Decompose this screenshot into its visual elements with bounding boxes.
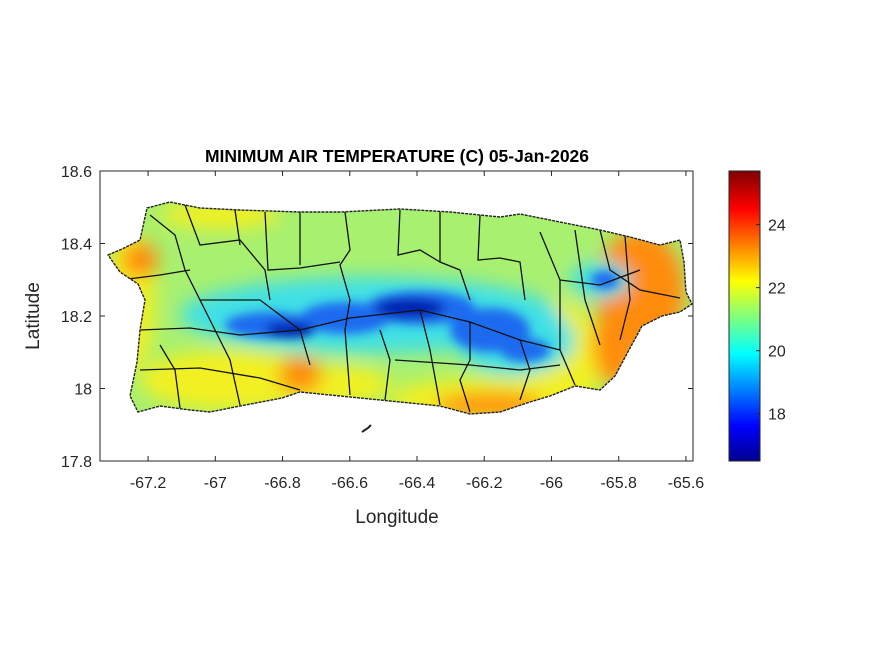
municipality-boundary: [599, 229, 681, 299]
municipality-boundary: [477, 214, 526, 301]
cold-core-west: [265, 322, 315, 338]
municipality-boundary: [139, 317, 351, 336]
chart-title: MINIMUM AIR TEMPERATURE (C) 05-Jan-2026: [205, 146, 589, 166]
x-tick-label: -65.8: [600, 475, 637, 492]
municipality-boundary: [397, 209, 441, 263]
y-tick-label: 18.4: [61, 237, 92, 254]
colorbar: [728, 170, 761, 462]
hot-southwest: [278, 357, 322, 393]
x-tick-label: -67.2: [130, 475, 167, 492]
municipality-boundary: [234, 209, 241, 246]
colorbar-tick-label: 18: [768, 407, 786, 424]
municipality-boundary: [159, 344, 181, 409]
municipality-boundary: [559, 269, 641, 286]
municipality-boundary: [264, 211, 341, 271]
municipality-boundary: [574, 229, 601, 346]
coastline: [106, 201, 693, 415]
municipality-boundary: [419, 309, 441, 406]
warm-southwest: [140, 350, 320, 410]
municipality-boundaries: [119, 204, 681, 413]
municipality-boundary: [459, 322, 471, 413]
municipality-boundary: [119, 269, 191, 281]
x-axis-label: Longitude: [355, 507, 438, 528]
x-tick-label: -65.6: [668, 475, 705, 492]
colorbar-tick-label: 24: [768, 218, 786, 235]
y-tick-label: 17.8: [61, 454, 92, 471]
hot-west-tip: [122, 242, 158, 278]
colorbar-tick-label: 20: [768, 344, 786, 361]
municipality-boundary: [619, 235, 631, 341]
x-tick-label: -67: [204, 475, 227, 492]
y-tick-label: 18: [74, 382, 92, 399]
island-caja-de-muertos: [361, 424, 372, 433]
municipality-boundary: [519, 339, 531, 401]
municipality-boundary: [559, 349, 576, 386]
municipality-boundary: [379, 329, 391, 401]
municipality-boundary: [394, 359, 561, 371]
colorbar-tick-label: 22: [768, 281, 786, 298]
y-tick-label: 18.6: [61, 164, 92, 181]
x-tick-label: -66.8: [264, 475, 301, 492]
y-tick-label: 18.2: [61, 309, 92, 326]
municipality-boundary: [139, 367, 301, 391]
municipality-boundary: [439, 212, 471, 301]
y-axis-label: Latitude: [23, 282, 44, 350]
coldest-core: [375, 298, 445, 318]
x-tick-label: -66.4: [399, 475, 436, 492]
municipality-boundary: [184, 204, 271, 301]
mild-north: [495, 225, 585, 255]
x-tick-label: -66.6: [332, 475, 369, 492]
municipality-boundary: [339, 211, 351, 396]
x-tick-label: -66: [540, 475, 563, 492]
x-tick-label: -66.2: [466, 475, 503, 492]
municipality-boundary: [200, 299, 311, 366]
